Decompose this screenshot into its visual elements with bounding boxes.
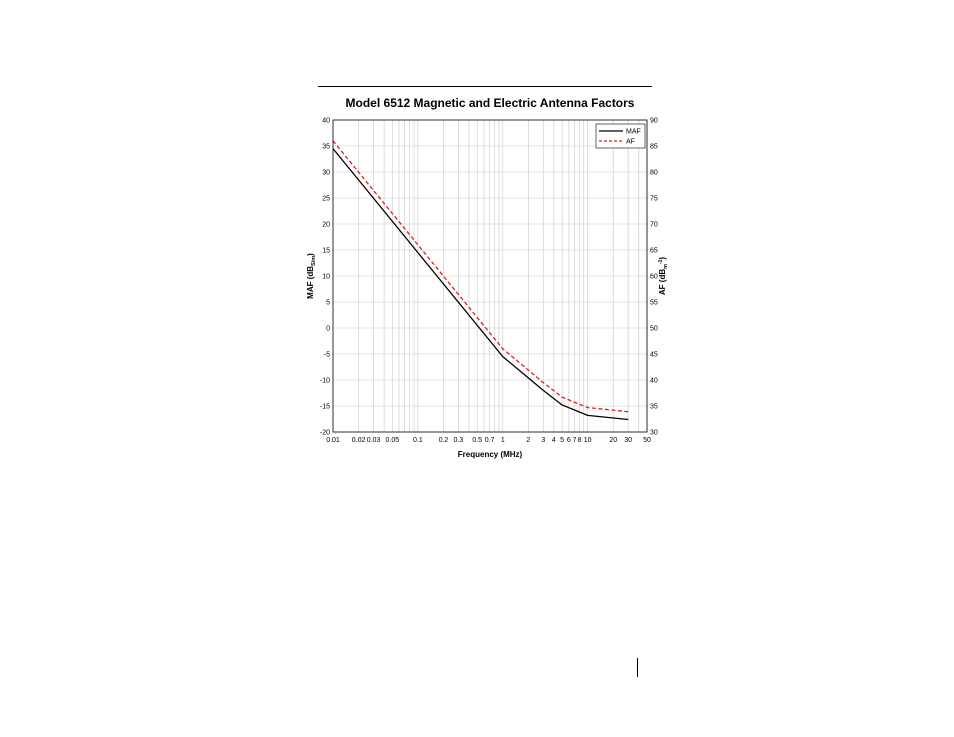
x-tick-labels: 0.01 0.02 0.03 0.05 0.1 0.2 0.3 0.5 0.7 1 2 3 4 5 6 7 8 1… — [326, 437, 651, 444]
plot-frame — [332, 119, 648, 433]
y-left-tick-label: 30 — [322, 170, 330, 177]
y-right-tick-label: 80 — [650, 170, 658, 177]
y-right-tick-label: 70 — [650, 222, 658, 229]
y-left-tick-label: 20 — [322, 222, 330, 229]
x-tick-label: 0.3 — [454, 437, 464, 444]
x-tick-label: 4 — [552, 437, 556, 444]
x-tick-label: 0.1 — [413, 437, 423, 444]
y-left-axis-label: MAF (dBS/m) — [306, 253, 317, 299]
y-right-tick-label: 60 — [650, 274, 658, 281]
y-left-tick-label: 5 — [326, 300, 330, 307]
x-tick-label: 0.05 — [386, 437, 400, 444]
x-tick-label: 3 — [541, 437, 545, 444]
x-tick-label: 7 — [573, 437, 577, 444]
x-tick-label: 1 — [501, 437, 505, 444]
legend-label-maf: MAF — [626, 129, 641, 136]
y-right-tick-label: 65 — [650, 248, 658, 255]
y-right-tick-label: 90 — [650, 118, 658, 125]
y-left-tick-label: 15 — [322, 248, 330, 255]
x-tick-label: 0.01 — [326, 437, 340, 444]
x-tick-label: 0.02 — [352, 437, 366, 444]
y-right-tick-label: 45 — [650, 352, 658, 359]
legend-label-af: AF — [626, 139, 635, 146]
x-tick-label: 6 — [567, 437, 571, 444]
y-left-tick-label: 10 — [322, 274, 330, 281]
x-tick-label: 0.5 — [472, 437, 482, 444]
x-axis-label: Frequency (MHz) — [458, 450, 523, 459]
y-right-tick-label: 75 — [650, 196, 658, 203]
y-right-axis-label: AF (dBm-1) — [658, 257, 669, 296]
legend: MAF AF — [595, 123, 646, 149]
top-rule — [318, 86, 652, 87]
y-left-tick-label: 35 — [322, 144, 330, 151]
y-right-tick-label: 40 — [650, 378, 658, 385]
x-tick-label: 5 — [560, 437, 564, 444]
page-margin-marker — [637, 658, 638, 677]
y-left-tick-label: 40 — [322, 118, 330, 125]
y-right-tick-label: 30 — [650, 430, 658, 437]
x-tick-label: 0.03 — [367, 437, 381, 444]
series-line-af — [332, 140, 629, 413]
y-right-tick-labels: 90 85 80 75 70 65 60 55 50 45 40 35 30 — [650, 118, 658, 437]
series-line-maf — [332, 148, 629, 421]
y-right-tick-label: 55 — [650, 300, 658, 307]
x-tick-label: 8 — [577, 437, 581, 444]
x-tick-label: 10 — [584, 437, 592, 444]
y-left-tick-label: 0 — [326, 326, 330, 333]
chart-title: Model 6512 Magnetic and Electric Antenna… — [346, 96, 635, 110]
y-right-tick-label: 35 — [650, 404, 658, 411]
y-left-tick-labels: 40 35 30 25 20 15 10 5 0 -5 -10 -15 -20 — [320, 118, 330, 437]
y-right-tick-label: 50 — [650, 326, 658, 333]
x-tick-label: 30 — [624, 437, 632, 444]
x-tick-label: 2 — [526, 437, 530, 444]
y-left-tick-label: -10 — [320, 378, 330, 385]
legend-box — [595, 123, 646, 149]
series-lines — [332, 140, 629, 421]
x-tick-label: 0.7 — [485, 437, 495, 444]
x-tick-label: 0.2 — [439, 437, 449, 444]
x-tick-label: 50 — [643, 437, 651, 444]
y-left-tick-label: 25 — [322, 196, 330, 203]
y-left-tick-label: -20 — [320, 430, 330, 437]
x-tick-label: 20 — [609, 437, 617, 444]
y-left-tick-label: -5 — [324, 352, 330, 359]
y-right-tick-label: 85 — [650, 144, 658, 151]
y-left-tick-label: -15 — [320, 404, 330, 411]
